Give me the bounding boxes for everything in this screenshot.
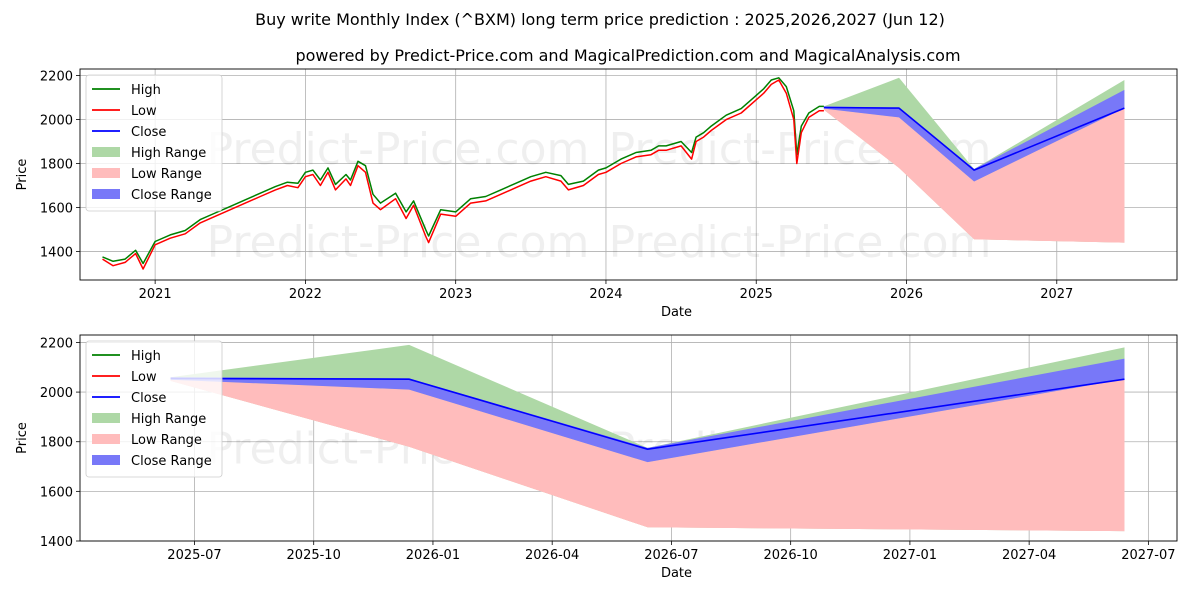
legend: High Low Close High Range Low Range Close Ran… bbox=[85, 74, 223, 212]
legend-label: Close Range bbox=[131, 454, 212, 469]
high-series-line bbox=[102, 77, 824, 265]
x-tick-label: 2026 bbox=[890, 287, 923, 302]
x-tick-label: 2027 bbox=[1040, 287, 1073, 302]
y-tick-label: 1600 bbox=[40, 201, 73, 216]
y-tick-label: 2200 bbox=[40, 336, 73, 351]
x-tick-label: 2022 bbox=[289, 287, 322, 302]
legend-patch-swatch bbox=[92, 434, 120, 444]
x-axis-label: Date bbox=[661, 566, 692, 581]
close-range-band bbox=[823, 89, 1125, 182]
y-tick-label: 2000 bbox=[40, 114, 73, 129]
x-tick-label: 2023 bbox=[439, 287, 472, 302]
forecast-panel: 2025-07 2025-10 2026-01 2026-04 2026-07 2026-… bbox=[15, 334, 1178, 581]
legend-label: High Range bbox=[131, 146, 206, 161]
x-tick-label: 2026-07 bbox=[644, 548, 698, 563]
y-tick-label: 1800 bbox=[40, 158, 73, 173]
watermark: Predict-Price.com bbox=[207, 124, 590, 175]
legend-label: High bbox=[131, 349, 161, 364]
legend-label: Close bbox=[131, 391, 166, 406]
y-axis-label: Price bbox=[15, 422, 30, 454]
plot-area bbox=[102, 77, 1125, 270]
low-range-band-fill bbox=[170, 379, 1125, 532]
legend-label: Low bbox=[131, 370, 157, 385]
chart-subtitle: powered by Predict-Price.com and Magical… bbox=[295, 46, 960, 65]
x-tick-label: 2027-07 bbox=[1121, 548, 1175, 563]
legend-label: Low Range bbox=[131, 167, 202, 182]
plot-area bbox=[170, 344, 1125, 532]
legend-patch-swatch bbox=[92, 413, 120, 423]
legend-patch-swatch bbox=[92, 168, 120, 178]
legend-label: Low Range bbox=[131, 433, 202, 448]
y-tick-label: 1400 bbox=[40, 245, 73, 260]
x-tick-label: 2021 bbox=[139, 287, 172, 302]
y-tick-label: 1800 bbox=[40, 436, 73, 451]
legend-patch-swatch bbox=[92, 147, 120, 157]
y-tick-label: 1600 bbox=[40, 485, 73, 500]
legend-label: High Range bbox=[131, 412, 206, 427]
legend-label: Low bbox=[131, 104, 157, 119]
legend-label: Close Range bbox=[131, 188, 212, 203]
x-tick-label: 2027-01 bbox=[883, 548, 937, 563]
low-range-band-fill bbox=[823, 108, 1125, 243]
close-series-line bbox=[170, 377, 1125, 451]
close-range-band bbox=[170, 358, 1125, 463]
close-series-line bbox=[823, 106, 1125, 171]
watermark: Predict-Price.com bbox=[609, 217, 992, 268]
legend-label: High bbox=[131, 83, 161, 98]
axes-frame bbox=[79, 334, 1178, 542]
history-panel: 2021 2022 2023 2024 2025 2026 2027 1400 1600 1800… bbox=[15, 68, 1178, 320]
legend-patch-swatch bbox=[92, 455, 120, 465]
watermark: Predict-Price.com bbox=[207, 217, 590, 268]
legend-patch-swatch bbox=[92, 189, 120, 199]
x-tick-label: 2024 bbox=[589, 287, 622, 302]
x-tick-label: 2025 bbox=[740, 287, 773, 302]
low-series-line bbox=[102, 79, 824, 270]
legend-label: Close bbox=[131, 125, 166, 140]
x-tick-label: 2026-10 bbox=[764, 548, 818, 563]
x-tick-label: 2025-07 bbox=[167, 548, 221, 563]
x-axis-label: Date bbox=[661, 305, 692, 320]
chart-title: Buy write Monthly Index (^BXM) long term… bbox=[255, 10, 945, 29]
axes-frame bbox=[79, 68, 1178, 281]
x-tick-label: 2026-04 bbox=[525, 548, 579, 563]
y-axis-label: Price bbox=[15, 159, 30, 191]
y-tick-label: 2000 bbox=[40, 386, 73, 401]
x-tick-label: 2027-04 bbox=[1002, 548, 1056, 563]
x-tick-label: 2026-01 bbox=[406, 548, 460, 563]
legend: High Low Close High Range Low Range Close Ran… bbox=[85, 340, 223, 478]
x-tick-label: 2025-10 bbox=[287, 548, 341, 563]
y-tick-label: 2200 bbox=[40, 70, 73, 85]
y-tick-label: 1400 bbox=[40, 535, 73, 550]
